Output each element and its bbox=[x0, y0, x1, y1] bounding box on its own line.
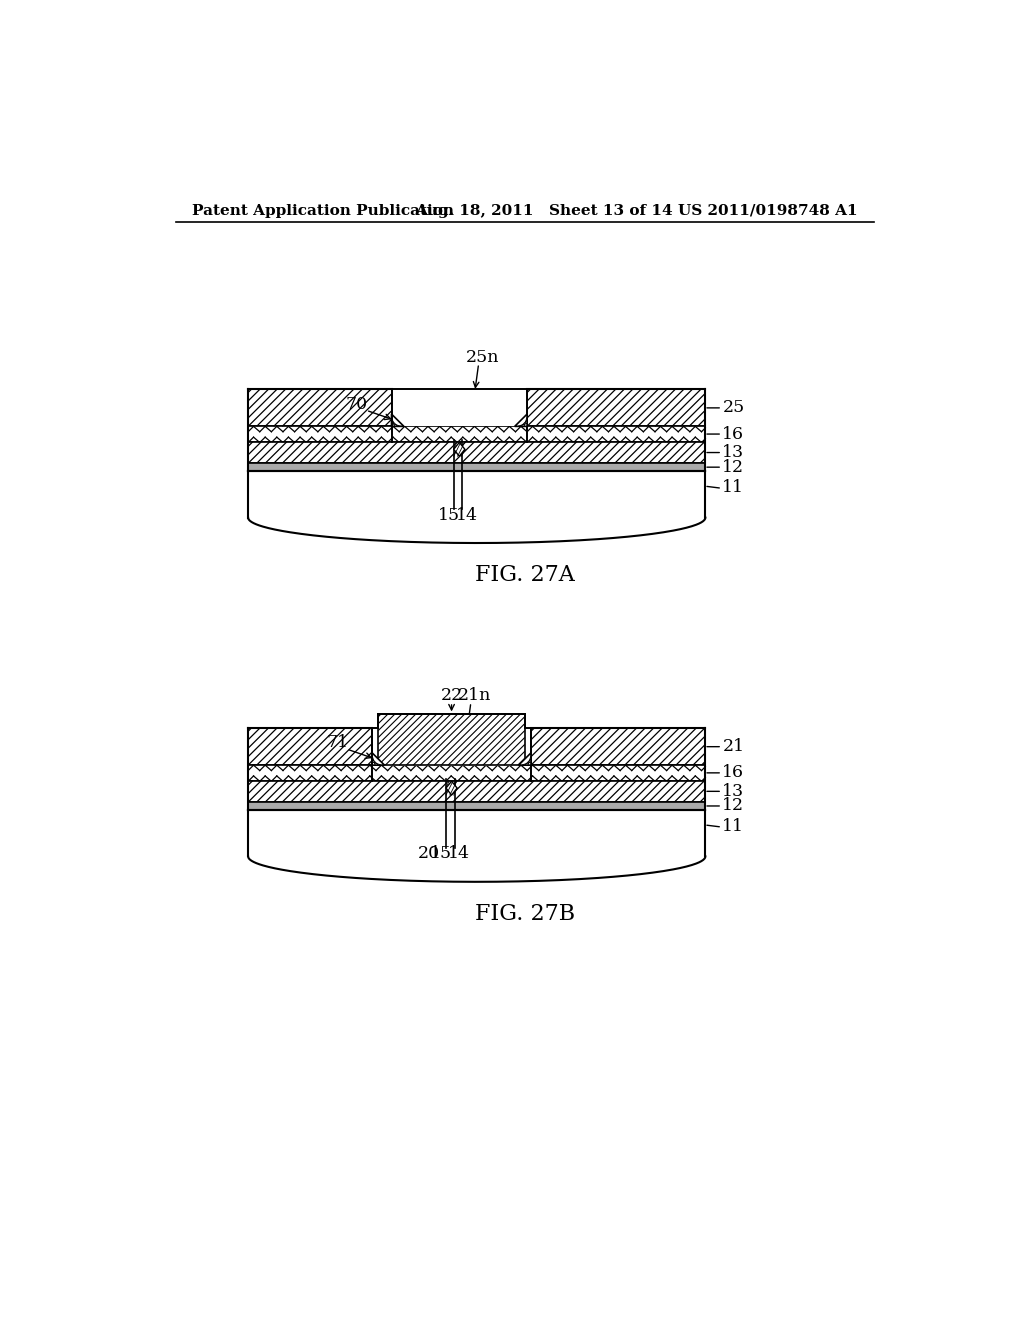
Text: 13: 13 bbox=[722, 783, 744, 800]
Polygon shape bbox=[515, 414, 527, 426]
Text: 20: 20 bbox=[418, 845, 440, 862]
Text: 15: 15 bbox=[430, 845, 453, 862]
Polygon shape bbox=[372, 752, 385, 766]
Text: 21n: 21n bbox=[458, 688, 492, 705]
Bar bbox=[248, 389, 391, 426]
Polygon shape bbox=[518, 752, 531, 766]
Text: FIG. 27B: FIG. 27B bbox=[475, 903, 574, 925]
Text: 16: 16 bbox=[722, 425, 744, 442]
Text: 25n: 25n bbox=[466, 348, 500, 366]
Text: US 2011/0198748 A1: US 2011/0198748 A1 bbox=[678, 203, 858, 218]
Text: Aug. 18, 2011: Aug. 18, 2011 bbox=[415, 203, 534, 218]
Text: 21: 21 bbox=[722, 738, 744, 755]
Bar bbox=[391, 389, 527, 426]
Bar bbox=[248, 803, 706, 809]
Text: 15: 15 bbox=[438, 507, 461, 524]
Text: 14: 14 bbox=[456, 507, 478, 524]
Polygon shape bbox=[454, 442, 465, 457]
Polygon shape bbox=[391, 414, 403, 426]
Bar bbox=[378, 714, 525, 766]
Bar bbox=[248, 780, 706, 803]
Text: 22: 22 bbox=[440, 688, 463, 705]
Text: 12: 12 bbox=[722, 458, 744, 475]
Bar bbox=[248, 766, 706, 780]
Text: 71: 71 bbox=[327, 734, 348, 751]
Bar bbox=[248, 426, 706, 442]
Text: Sheet 13 of 14: Sheet 13 of 14 bbox=[549, 203, 673, 218]
Text: FIG. 27A: FIG. 27A bbox=[475, 564, 574, 586]
Bar bbox=[531, 729, 706, 766]
Text: 16: 16 bbox=[722, 764, 744, 781]
Text: 25: 25 bbox=[722, 400, 744, 416]
Text: 11: 11 bbox=[722, 479, 744, 496]
Bar bbox=[527, 389, 706, 426]
Text: 70: 70 bbox=[345, 396, 368, 413]
Text: 11: 11 bbox=[722, 818, 744, 836]
Text: 14: 14 bbox=[449, 845, 470, 862]
Bar bbox=[248, 729, 372, 766]
Text: 13: 13 bbox=[722, 444, 744, 461]
Text: 12: 12 bbox=[722, 797, 744, 814]
Bar bbox=[372, 727, 531, 766]
Text: Patent Application Publication: Patent Application Publication bbox=[191, 203, 454, 218]
Bar bbox=[248, 463, 706, 471]
Polygon shape bbox=[446, 781, 457, 795]
Bar bbox=[248, 442, 706, 463]
